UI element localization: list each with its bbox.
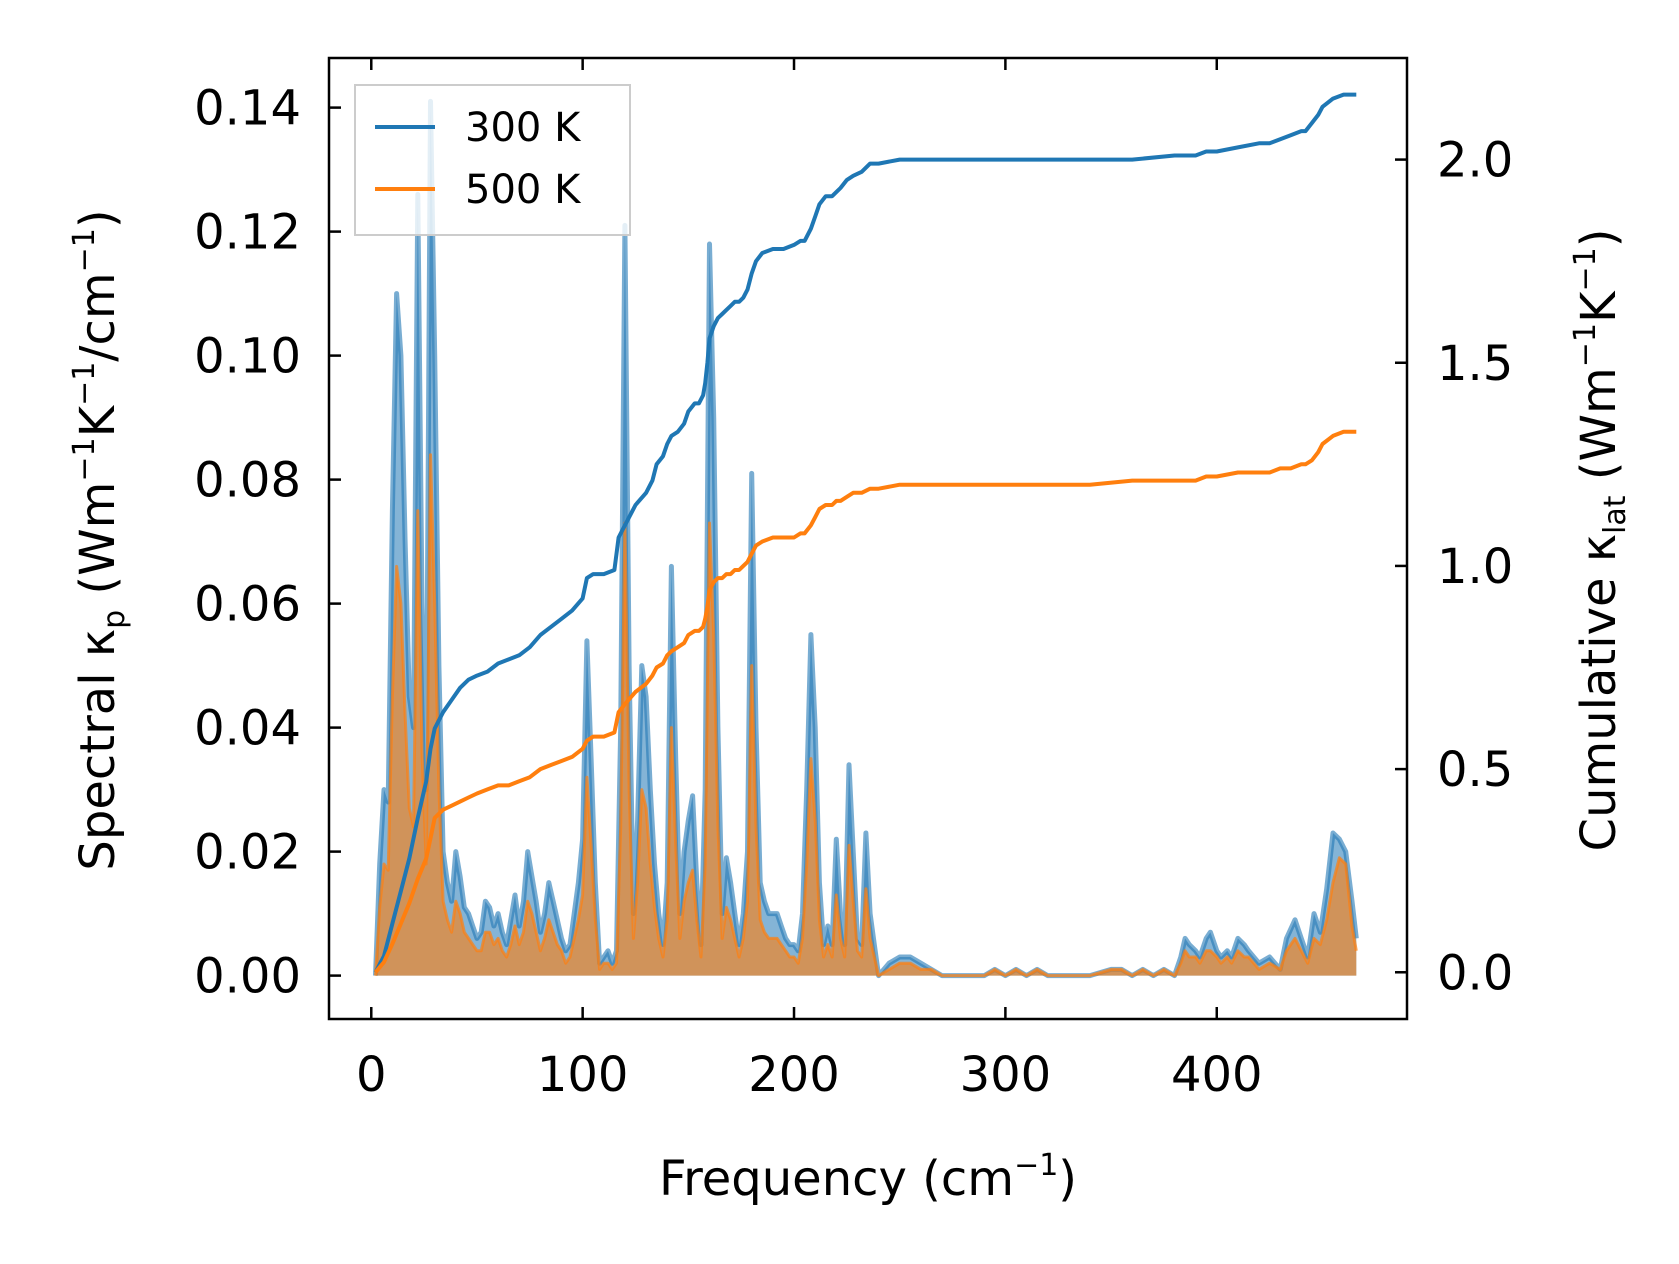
right-y-tick-label: 2.0	[1437, 133, 1513, 189]
left-y-tick-label: 0.08	[194, 453, 301, 509]
spectral-fill-layer	[373, 98, 1359, 979]
cumulative-line-500k	[373, 429, 1357, 974]
legend-label-500k: 500 K	[465, 167, 582, 213]
legend-label-300k: 300 K	[465, 105, 582, 151]
left-y-tick-label: 0.10	[194, 329, 301, 385]
left-y-axis-label: Spectral κp (Wm−1K−1/cm−1)	[67, 209, 132, 870]
right-y-tick-label: 0.5	[1437, 742, 1513, 798]
x-axis-label: Frequency (cm−1)	[659, 1148, 1077, 1207]
left-y-tick-label: 0.06	[194, 577, 301, 633]
left-y-tick-label: 0.02	[194, 825, 301, 881]
x-axis: 0 100 200 300 400	[356, 58, 1263, 1103]
right-y-tick-label: 1.5	[1437, 336, 1513, 392]
right-y-tick-label: 0.0	[1437, 945, 1513, 1001]
left-y-tick-label: 0.04	[194, 701, 301, 757]
x-tick-label: 400	[1171, 1047, 1263, 1103]
left-y-tick-label: 0.14	[194, 81, 301, 137]
legend-box	[354, 84, 631, 236]
right-y-axis-label: Cumulative κlat (Wm−1K−1)	[1568, 229, 1633, 852]
x-tick-label: 300	[960, 1047, 1052, 1103]
right-y-axis: 0.0 0.5 1.0 1.5 2.0	[1395, 133, 1513, 1001]
x-tick-label: 200	[748, 1047, 840, 1103]
left-y-axis: 0.00 0.02 0.04 0.06 0.08 0.10 0.12 0.14	[194, 81, 341, 1005]
x-tick-label: 100	[537, 1047, 629, 1103]
spectral-line-500k	[374, 453, 1358, 978]
plot-area	[327, 56, 1409, 1021]
line-layer	[373, 92, 1357, 974]
left-y-tick-label: 0.00	[194, 949, 301, 1005]
left-y-tick-label: 0.12	[194, 205, 301, 261]
x-tick-label: 0	[356, 1047, 387, 1103]
plot-frame	[327, 56, 1409, 1021]
cumulative-line-300k	[373, 92, 1357, 974]
legend: 300 K 500 K	[354, 84, 631, 236]
right-y-tick-label: 1.0	[1437, 539, 1513, 595]
